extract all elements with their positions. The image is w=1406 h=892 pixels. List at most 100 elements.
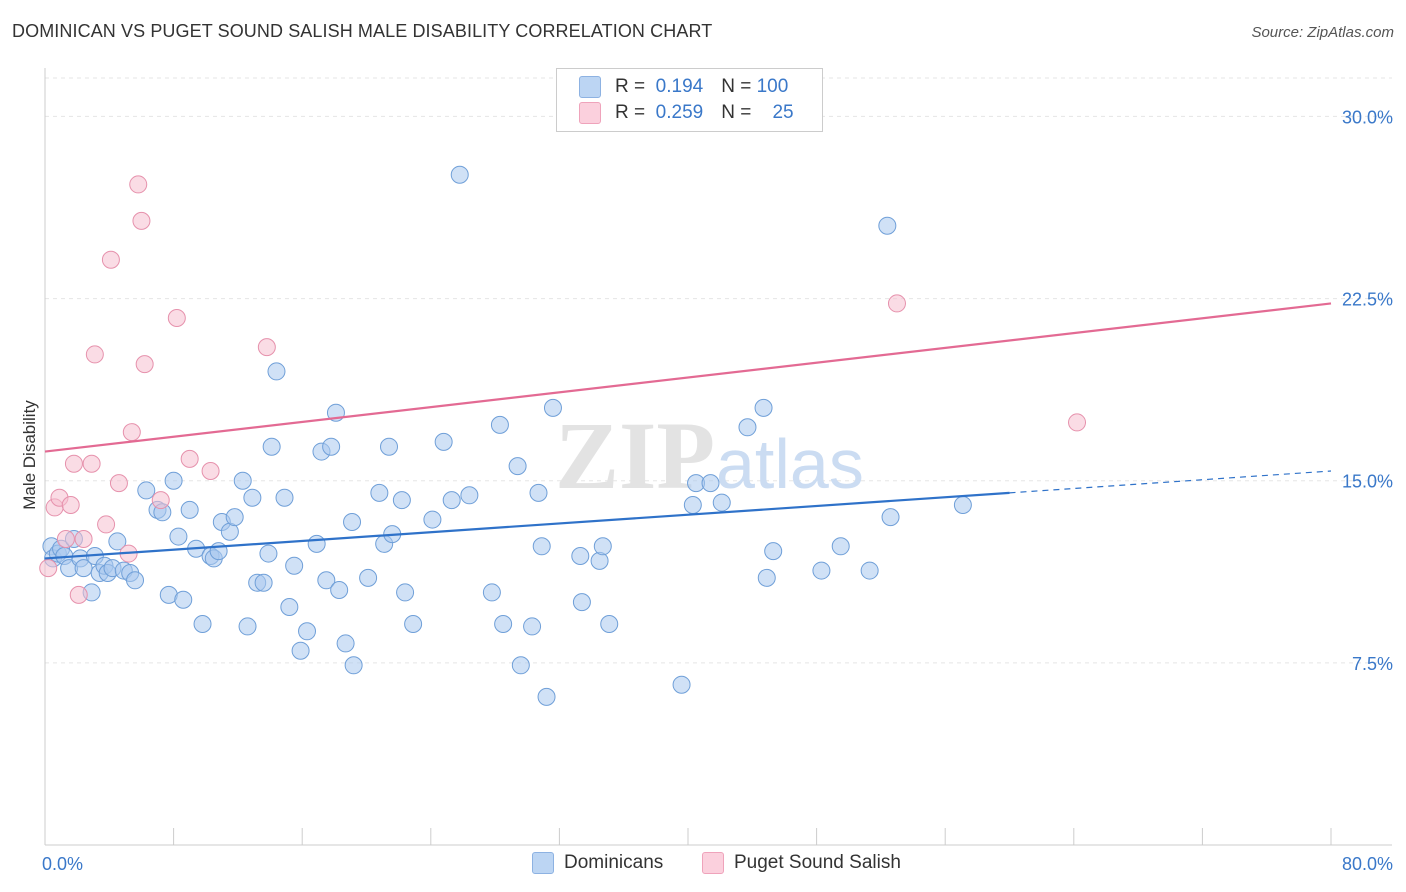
data-point-dominicans: [860, 561, 879, 580]
data-point-dominicans: [126, 571, 145, 590]
data-point-salish: [180, 449, 199, 468]
x-tick-label: 0.0%: [42, 854, 83, 874]
data-point-dominicans: [712, 493, 731, 512]
legend-r-label: R =: [615, 102, 646, 124]
data-point-dominicans: [508, 457, 527, 476]
data-point-dominicans: [543, 398, 562, 417]
data-point-dominicans: [169, 527, 188, 546]
data-point-salish: [132, 211, 151, 230]
legend-n-label: N =: [721, 102, 752, 124]
legend-swatch-pink: [579, 102, 601, 124]
data-point-dominicans: [764, 542, 783, 561]
data-point-dominicans: [572, 593, 591, 612]
chart-title: DOMINICAN VS PUGET SOUND SALISH MALE DIS…: [12, 21, 713, 41]
data-point-salish: [82, 454, 101, 473]
data-point-dominicans: [482, 583, 501, 602]
data-point-dominicans: [494, 615, 513, 633]
data-point-dominicans: [322, 437, 341, 456]
data-point-dominicans: [259, 544, 278, 563]
data-point-dominicans: [317, 571, 336, 590]
data-point-dominicans: [233, 471, 252, 490]
data-point-dominicans: [529, 483, 548, 502]
legend-swatch-blue: [579, 76, 601, 98]
data-point-salish: [56, 530, 75, 548]
data-point-dominicans: [180, 500, 199, 519]
legend-n-label: N =: [721, 76, 752, 98]
data-point-dominicans: [396, 583, 415, 602]
data-point-dominicans: [164, 471, 183, 490]
legend-row-dominicans: R = 0.194 N = 100: [579, 76, 788, 100]
data-point-salish: [69, 585, 88, 604]
y-tick-label: 7.5%: [1352, 654, 1393, 674]
trend-line-dominicans: [44, 491, 1010, 560]
data-point-dominicans: [108, 532, 127, 551]
data-point-dominicans: [343, 513, 362, 531]
legend-n-value: 100: [756, 76, 789, 98]
x-tick-label: 80.0%: [1342, 854, 1393, 874]
data-point-dominicans: [275, 488, 294, 507]
data-point-dominicans: [523, 617, 542, 636]
axes: [44, 68, 1392, 846]
data-point-dominicans: [511, 656, 530, 675]
data-point-dominicans: [267, 362, 286, 381]
data-point-dominicans: [757, 568, 776, 587]
legend-r-value: 0.259: [655, 102, 704, 124]
data-point-salish: [85, 345, 104, 364]
tick-labels: 7.5% 15.0% 22.5% 30.0% 0.0% 80.0%: [42, 107, 1393, 874]
y-axis-label: Male Disability: [20, 400, 39, 510]
data-point-dominicans: [336, 634, 355, 653]
data-point-salish: [135, 355, 154, 374]
data-point-dominicans: [392, 491, 411, 510]
data-point-dominicans: [370, 483, 389, 502]
data-point-dominicans: [423, 510, 442, 529]
data-point-salish: [1068, 413, 1087, 432]
data-point-salish: [122, 423, 141, 442]
data-point-salish: [74, 530, 93, 548]
data-point-dominicans: [754, 398, 773, 417]
data-point-dominicans: [137, 481, 156, 500]
dominicans-points: [42, 165, 972, 706]
data-point-dominicans: [344, 656, 363, 675]
y-tick-label: 22.5%: [1342, 290, 1393, 310]
bottom-legend-label: Dominicans: [564, 852, 664, 874]
bottom-legend-swatch-pink: [702, 852, 724, 874]
data-point-dominicans: [291, 641, 310, 660]
data-point-dominicans: [831, 537, 850, 556]
data-point-dominicans: [881, 508, 900, 527]
watermark-atlas: atlas: [716, 425, 864, 503]
data-point-salish: [97, 515, 116, 534]
data-point-dominicans: [298, 622, 317, 641]
data-point-dominicans: [285, 556, 304, 575]
grid-lines: [45, 77, 1392, 664]
legend-row-salish: R = 0.259 N = 25: [579, 102, 794, 126]
data-point-dominicans: [571, 547, 590, 565]
data-point-dominicans: [590, 551, 609, 570]
data-point-dominicans: [953, 496, 972, 514]
legend-n-value: 25: [772, 102, 794, 124]
data-point-salish: [101, 250, 120, 269]
y-tick-label: 30.0%: [1342, 107, 1393, 127]
puget-sound-salish-points: [39, 175, 1087, 604]
data-point-dominicans: [878, 216, 897, 235]
data-point-dominicans: [307, 534, 326, 553]
data-point-salish: [257, 338, 276, 357]
data-point-dominicans: [593, 537, 612, 556]
data-point-dominicans: [380, 437, 399, 456]
data-point-dominicans: [537, 687, 556, 706]
data-point-salish: [61, 496, 80, 514]
data-point-dominicans: [193, 615, 212, 633]
data-point-dominicans: [330, 581, 349, 599]
data-point-dominicans: [359, 568, 378, 587]
watermark-zip: ZIP: [555, 402, 715, 509]
data-point-dominicans: [174, 590, 193, 609]
data-point-salish: [64, 454, 83, 473]
trend-line-salish: [44, 302, 1332, 453]
data-point-dominicans: [532, 537, 551, 556]
data-point-dominicans: [254, 573, 273, 592]
trend-lines: [44, 302, 1332, 560]
watermark: ZIP atlas: [555, 402, 864, 509]
data-point-salish: [167, 309, 186, 327]
data-point-dominicans: [683, 496, 702, 514]
data-point-dominicans: [243, 488, 262, 507]
